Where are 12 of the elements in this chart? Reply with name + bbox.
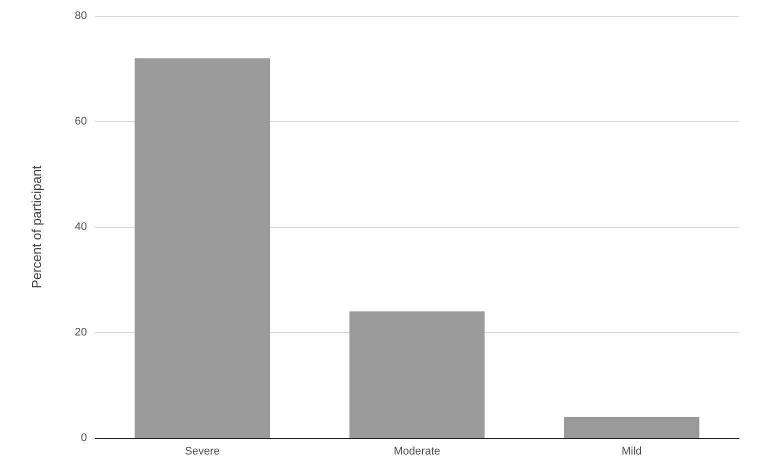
x-tick-label: Severe xyxy=(184,446,220,458)
y-tick-label: 0 xyxy=(80,432,87,444)
y-axis-title: Percent of participant xyxy=(29,165,44,288)
x-tick-label: Mild xyxy=(622,446,642,458)
y-tick-label: 40 xyxy=(74,221,87,233)
bar xyxy=(564,416,700,438)
y-tick-label: 20 xyxy=(74,326,87,338)
y-tick-label: 60 xyxy=(74,116,87,128)
x-tick-label: Moderate xyxy=(394,446,440,458)
bar xyxy=(134,58,270,438)
y-tick-label: 80 xyxy=(74,10,87,22)
bar xyxy=(349,311,485,438)
